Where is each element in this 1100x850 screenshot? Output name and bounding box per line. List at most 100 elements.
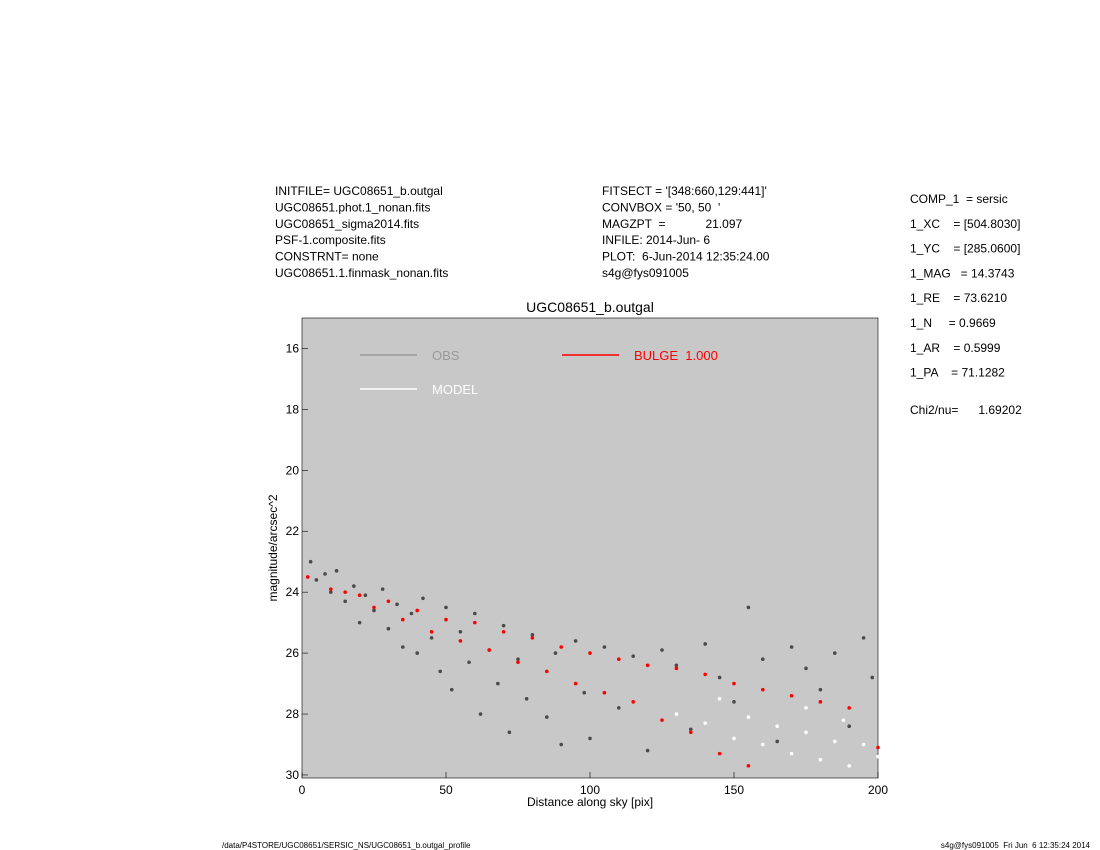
fit-parameter: 1_RE = 73.6210 [910, 291, 1007, 305]
data-point [732, 681, 736, 686]
data-point [458, 639, 463, 643]
header-middle-line: INFILE: 2014-Jun- 6 [602, 233, 710, 247]
header-middle-line: s4g@fys091005 [602, 266, 689, 280]
x-tick-label: 0 [299, 783, 306, 797]
data-point [343, 599, 348, 604]
data-point [553, 651, 558, 655]
data-point [746, 605, 751, 610]
footer-path: /data/P4STORE/UGC08651/SERSIC_NS/UGC0865… [222, 841, 471, 850]
data-point [444, 605, 448, 610]
fit-parameter: 1_MAG = 14.3743 [910, 266, 1015, 280]
data-point [804, 666, 808, 671]
data-point [674, 712, 679, 716]
header-middle-line: CONVBOX = '50, 50 ' [602, 200, 720, 214]
data-point [386, 626, 391, 631]
data-point [438, 669, 443, 674]
data-point [833, 739, 837, 744]
data-point [395, 602, 399, 607]
data-point [847, 764, 851, 768]
data-point [545, 669, 549, 674]
data-point [357, 593, 362, 598]
y-tick-label: 18 [286, 402, 300, 416]
x-tick-label: 200 [868, 783, 888, 797]
data-point [717, 696, 722, 701]
data-point [380, 587, 385, 591]
data-point [372, 608, 376, 613]
data-point [631, 700, 635, 704]
data-point [703, 642, 707, 646]
data-point [343, 590, 348, 594]
data-point [876, 745, 880, 750]
data-point [660, 718, 664, 722]
data-point [559, 645, 563, 649]
data-point [352, 584, 356, 588]
data-point [323, 572, 327, 576]
data-point [496, 681, 500, 686]
data-point [415, 608, 420, 613]
data-point [689, 730, 693, 735]
y-tick-label: 26 [286, 646, 300, 660]
data-point [524, 696, 529, 701]
data-point [501, 629, 506, 634]
header-left-line: UGC08651.phot.1_nonan.fits [275, 200, 430, 214]
data-point [308, 559, 313, 564]
data-point [357, 620, 362, 625]
header-left-line: PSF-1.composite.fits [275, 233, 386, 247]
data-point [507, 730, 512, 735]
header-left-line: INITFILE= UGC08651_b.outgal [275, 184, 443, 198]
data-point [617, 706, 621, 710]
y-tick-label: 20 [286, 463, 300, 477]
data-point [775, 724, 779, 729]
legend-label: MODEL [432, 382, 478, 397]
data-point [530, 636, 535, 640]
data-point [703, 672, 707, 677]
data-point [444, 617, 448, 622]
data-point [761, 657, 765, 661]
data-point [449, 687, 454, 692]
data-point [573, 681, 578, 686]
data-point [602, 690, 607, 695]
data-point [717, 751, 722, 756]
data-point [841, 718, 846, 722]
fit-parameter: 1_PA = 71.1282 [910, 366, 1005, 380]
data-point [545, 715, 549, 719]
data-point [732, 700, 736, 704]
data-point [602, 645, 607, 649]
data-point [429, 636, 434, 640]
chart-title: UGC08651_b.outgal [526, 299, 654, 315]
data-point [631, 654, 635, 658]
data-point [761, 687, 765, 692]
data-point [847, 706, 851, 710]
data-point [861, 742, 866, 747]
data-point [473, 620, 477, 625]
data-point [588, 736, 592, 741]
data-point [501, 623, 506, 628]
data-point [415, 651, 420, 655]
data-point [804, 706, 808, 710]
data-point [645, 748, 650, 753]
header-left-line: UGC08651_sigma2014.fits [275, 217, 419, 231]
data-point [530, 633, 535, 637]
data-point [775, 739, 779, 744]
legend-label: OBS [432, 348, 460, 363]
y-axis-label: magnitude/arcsec^2 [266, 494, 280, 601]
data-point [789, 693, 794, 698]
data-point [458, 629, 463, 634]
data-point [660, 648, 664, 652]
data-point [674, 663, 679, 668]
data-point [473, 611, 477, 616]
data-point [833, 651, 837, 655]
header-left-line: UGC08651.1.finmask_nonan.fits [275, 266, 448, 280]
header-middle-line: PLOT: 6-Jun-2014 12:35:24.00 [602, 250, 770, 264]
data-point [746, 764, 751, 768]
data-point [487, 648, 492, 652]
data-point [582, 690, 587, 695]
data-point [861, 636, 866, 640]
y-tick-label: 16 [286, 341, 300, 355]
x-tick-label: 50 [439, 783, 453, 797]
data-point [363, 593, 368, 598]
y-tick-label: 28 [286, 707, 300, 721]
data-point [703, 721, 707, 725]
data-point [573, 639, 578, 643]
y-tick-label: 24 [286, 585, 300, 599]
